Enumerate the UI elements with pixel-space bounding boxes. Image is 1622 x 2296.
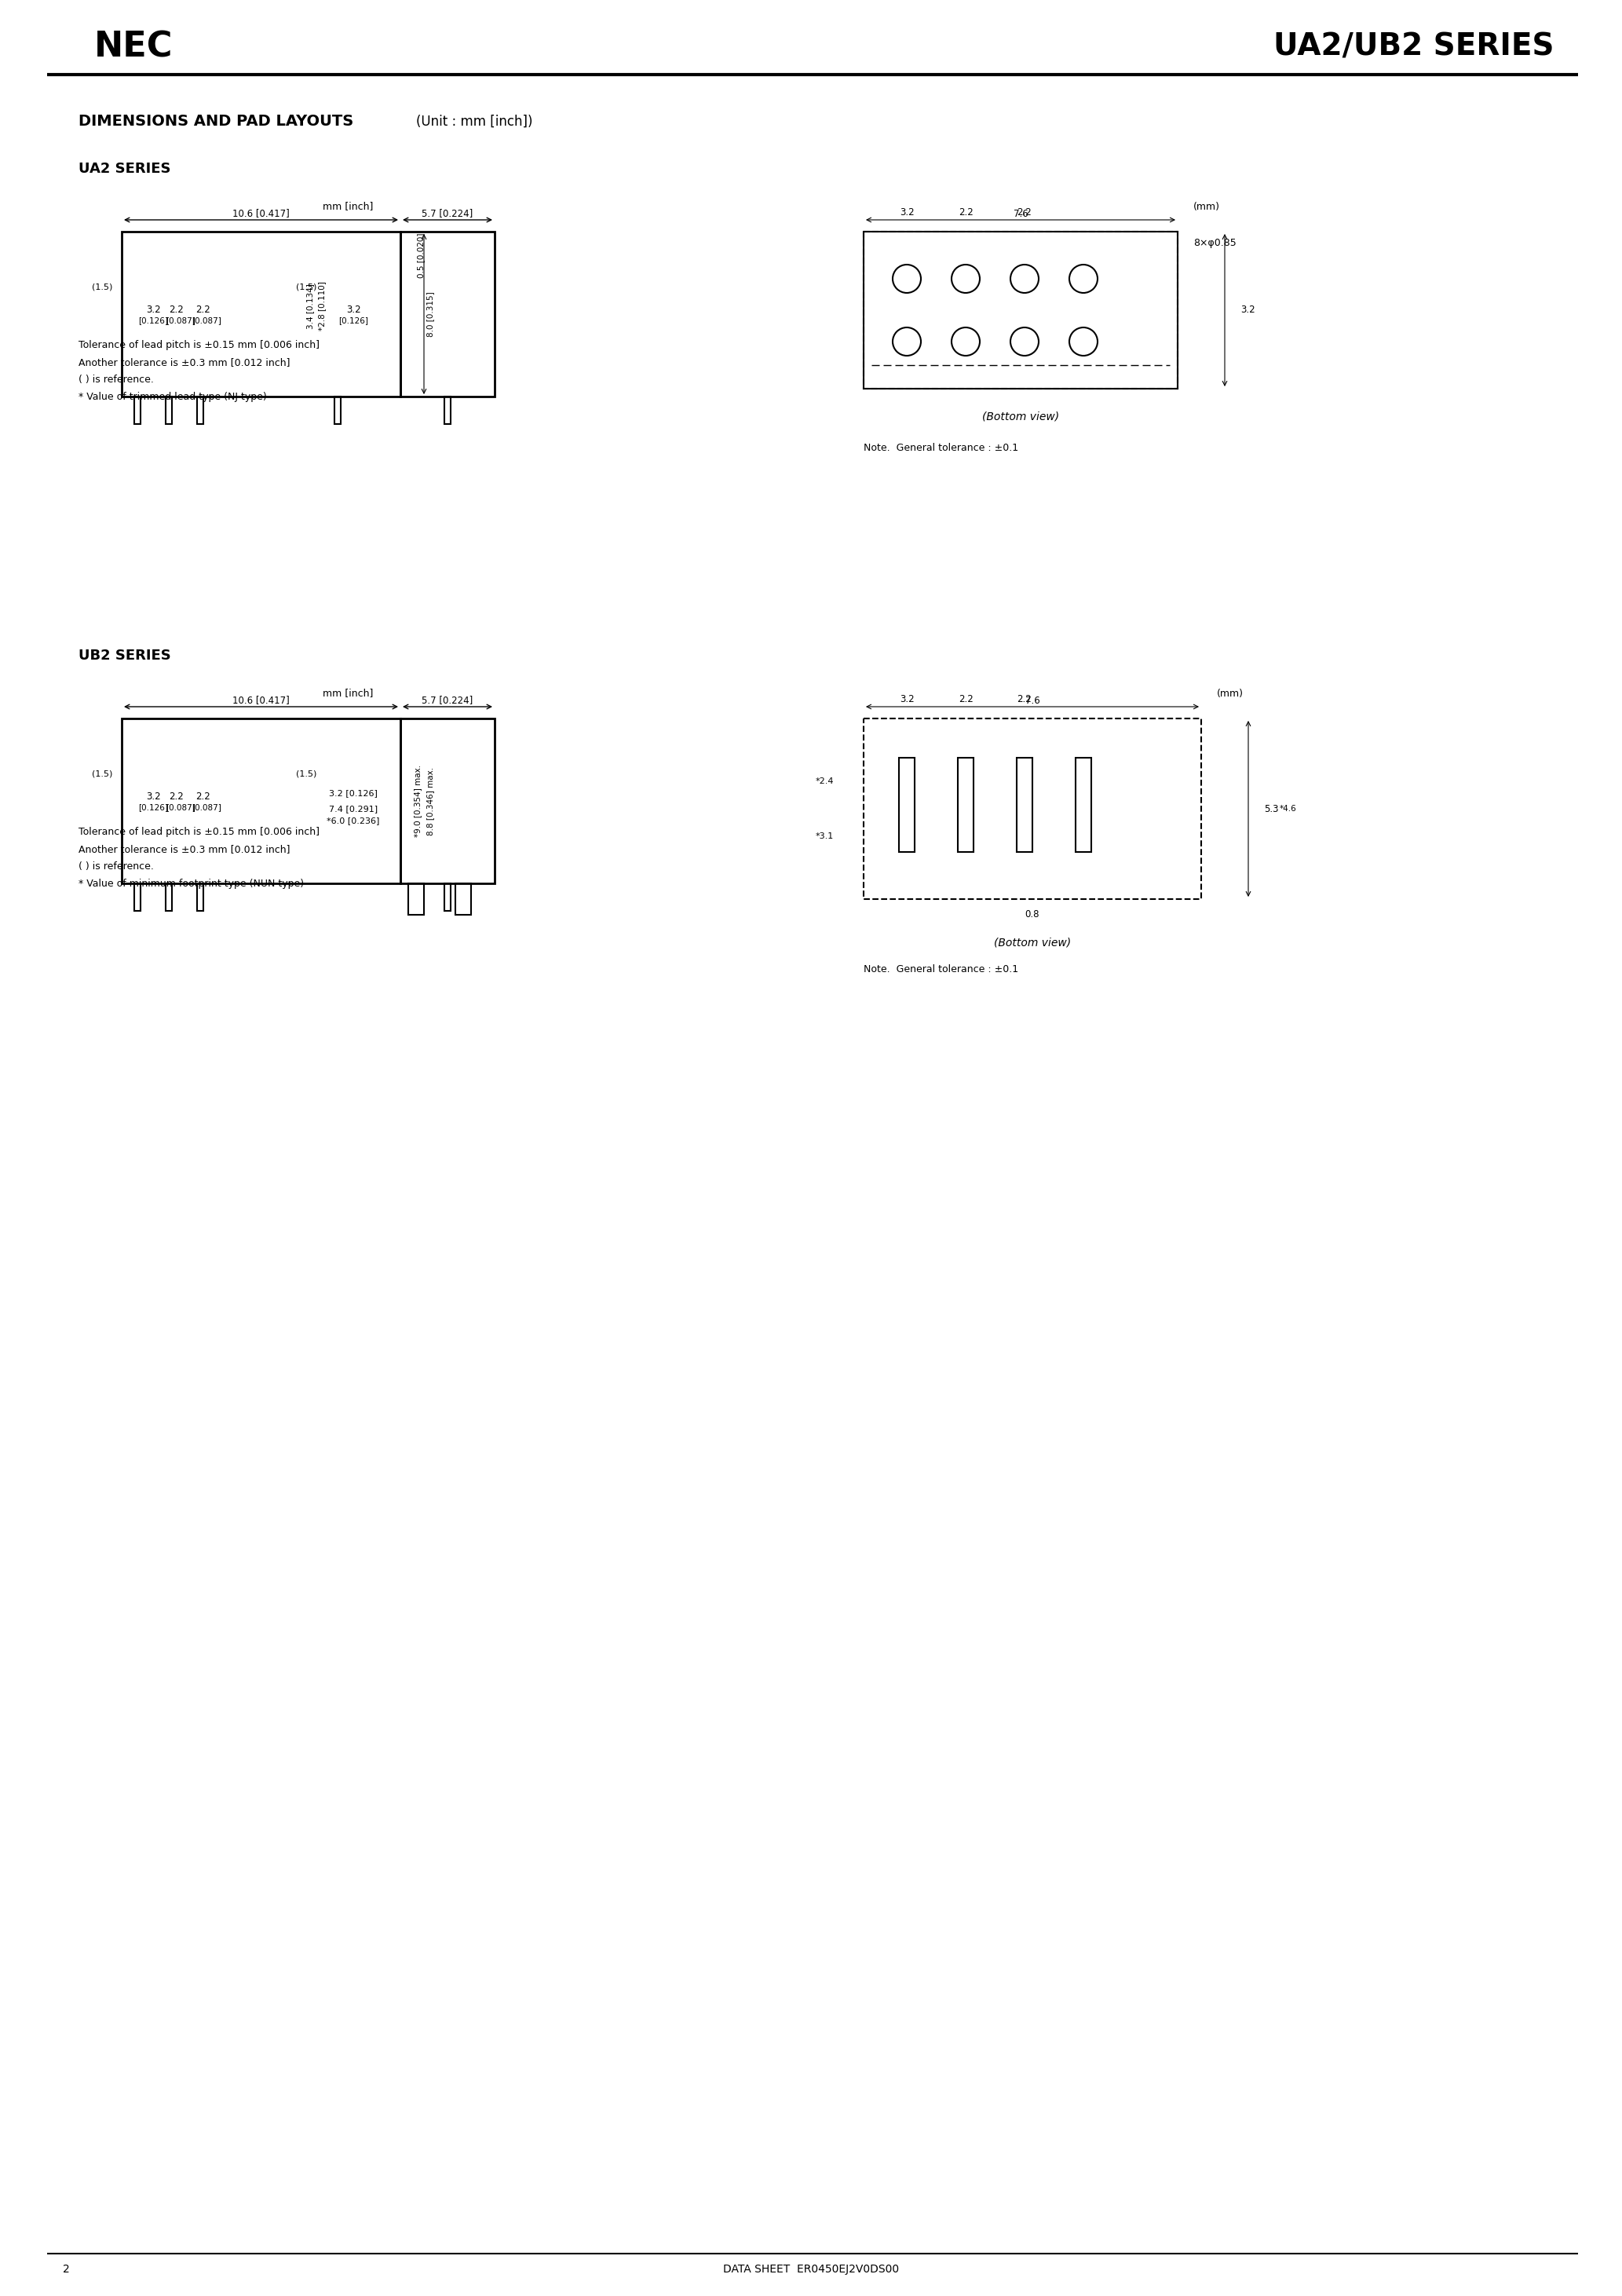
Bar [863, 719, 1202, 900]
Text: [0.087]: [0.087] [165, 804, 195, 810]
Bar [899, 758, 915, 852]
Text: 2.2: 2.2 [1017, 693, 1032, 705]
Bar [165, 397, 172, 425]
Text: [0.087]: [0.087] [191, 317, 221, 324]
Text: [0.126]: [0.126] [339, 317, 368, 324]
Text: (mm): (mm) [1194, 202, 1220, 211]
Text: ( ) is reference.: ( ) is reference. [78, 374, 154, 386]
Text: 2.2: 2.2 [169, 792, 183, 801]
Bar [444, 884, 451, 912]
Text: 0.5 [0.020]: 0.5 [0.020] [417, 232, 425, 278]
Text: 10.6 [0.417]: 10.6 [0.417] [232, 696, 290, 705]
Text: (Bottom view): (Bottom view) [981, 411, 1059, 422]
Bar [196, 884, 203, 912]
Text: * Value of trimmed lead type (NJ type): * Value of trimmed lead type (NJ type) [78, 393, 266, 402]
Bar [135, 397, 141, 425]
Bar [334, 397, 341, 425]
Bar [401, 719, 495, 884]
Bar [959, 758, 973, 852]
Bar [863, 232, 1178, 388]
Text: 2.2: 2.2 [959, 693, 973, 705]
Text: 8.8 [0.346] max.: 8.8 [0.346] max. [427, 767, 435, 836]
Text: (1.5): (1.5) [295, 282, 316, 292]
Text: Another tolerance is ±0.3 mm [0.012 inch]: Another tolerance is ±0.3 mm [0.012 inch… [78, 358, 290, 367]
Text: 0.8: 0.8 [1025, 909, 1040, 921]
Text: 3.2: 3.2 [900, 207, 915, 218]
Text: 5.7 [0.224]: 5.7 [0.224] [422, 209, 474, 218]
Bar [444, 397, 451, 425]
Text: 8×φ0.85: 8×φ0.85 [1194, 239, 1236, 248]
Bar [401, 232, 495, 397]
Text: [0.126]: [0.126] [138, 317, 169, 324]
Text: 8.0 [0.315]: 8.0 [0.315] [427, 292, 435, 338]
Bar [456, 884, 470, 914]
Text: UA2/UB2 SERIES: UA2/UB2 SERIES [1273, 32, 1554, 62]
Text: (Unit : mm [inch]): (Unit : mm [inch]) [417, 115, 532, 129]
Text: *3.1: *3.1 [816, 833, 834, 840]
Text: 3.2: 3.2 [146, 792, 161, 801]
Text: 2: 2 [63, 2264, 70, 2275]
Text: 7.6: 7.6 [1025, 696, 1040, 705]
Bar [1017, 758, 1032, 852]
Text: DIMENSIONS AND PAD LAYOUTS: DIMENSIONS AND PAD LAYOUTS [78, 115, 354, 129]
Text: (1.5): (1.5) [92, 769, 112, 778]
Text: 2.2: 2.2 [1017, 207, 1032, 218]
Text: Tolerance of lead pitch is ±0.15 mm [0.006 inch]: Tolerance of lead pitch is ±0.15 mm [0.0… [78, 827, 320, 838]
Text: *2.4: *2.4 [816, 778, 834, 785]
Bar [122, 719, 401, 884]
Text: 2.2: 2.2 [169, 305, 183, 315]
Text: [0.126]: [0.126] [138, 804, 169, 810]
Text: (Bottom view): (Bottom view) [994, 937, 1071, 948]
Text: (1.5): (1.5) [295, 769, 316, 778]
Text: 2.2: 2.2 [959, 207, 973, 218]
Text: * Value of minimum footprint type (NUN type): * Value of minimum footprint type (NUN t… [78, 879, 303, 889]
Bar [135, 884, 141, 912]
Bar [122, 232, 401, 397]
Bar [1075, 758, 1092, 852]
Text: *6.0 [0.236]: *6.0 [0.236] [328, 817, 380, 824]
Text: Another tolerance is ±0.3 mm [0.012 inch]: Another tolerance is ±0.3 mm [0.012 inch… [78, 845, 290, 854]
Text: 3.4 [0.134]: 3.4 [0.134] [307, 282, 315, 328]
Text: 7.6: 7.6 [1014, 209, 1028, 218]
Text: 5.3: 5.3 [1264, 804, 1278, 813]
Text: 10.6 [0.417]: 10.6 [0.417] [232, 209, 290, 218]
Bar [409, 884, 423, 914]
Text: mm [inch]: mm [inch] [323, 689, 373, 698]
Text: 2.2: 2.2 [195, 305, 209, 315]
Text: *2.8 [0.110]: *2.8 [0.110] [318, 282, 326, 331]
Text: 2.2: 2.2 [195, 792, 209, 801]
Text: *4.6: *4.6 [1280, 806, 1296, 813]
Text: ( ) is reference.: ( ) is reference. [78, 861, 154, 872]
Bar [863, 232, 1178, 388]
Text: UB2 SERIES: UB2 SERIES [78, 647, 170, 664]
Text: 5.7 [0.224]: 5.7 [0.224] [422, 696, 474, 705]
Text: Note.  General tolerance : ±0.1: Note. General tolerance : ±0.1 [863, 443, 1019, 452]
Text: [0.087]: [0.087] [165, 317, 195, 324]
Text: 3.2: 3.2 [1241, 305, 1255, 315]
Text: (mm): (mm) [1216, 689, 1244, 698]
Bar [165, 884, 172, 912]
Text: *9.0 [0.354] max.: *9.0 [0.354] max. [414, 765, 422, 838]
Text: NEC: NEC [94, 30, 174, 64]
Text: (1.5): (1.5) [92, 282, 112, 292]
Text: 3.2: 3.2 [900, 693, 915, 705]
Text: [0.087]: [0.087] [191, 804, 221, 810]
Text: 3.2 [0.126]: 3.2 [0.126] [329, 790, 378, 797]
Text: UA2 SERIES: UA2 SERIES [78, 161, 170, 177]
Text: 3.2: 3.2 [345, 305, 360, 315]
Text: 3.2: 3.2 [146, 305, 161, 315]
Text: DATA SHEET  ER0450EJ2V0DS00: DATA SHEET ER0450EJ2V0DS00 [723, 2264, 899, 2275]
Bar [196, 397, 203, 425]
Text: Tolerance of lead pitch is ±0.15 mm [0.006 inch]: Tolerance of lead pitch is ±0.15 mm [0.0… [78, 340, 320, 351]
Text: mm [inch]: mm [inch] [323, 202, 373, 211]
Text: 7.4 [0.291]: 7.4 [0.291] [329, 806, 378, 813]
Text: Note.  General tolerance : ±0.1: Note. General tolerance : ±0.1 [863, 964, 1019, 976]
